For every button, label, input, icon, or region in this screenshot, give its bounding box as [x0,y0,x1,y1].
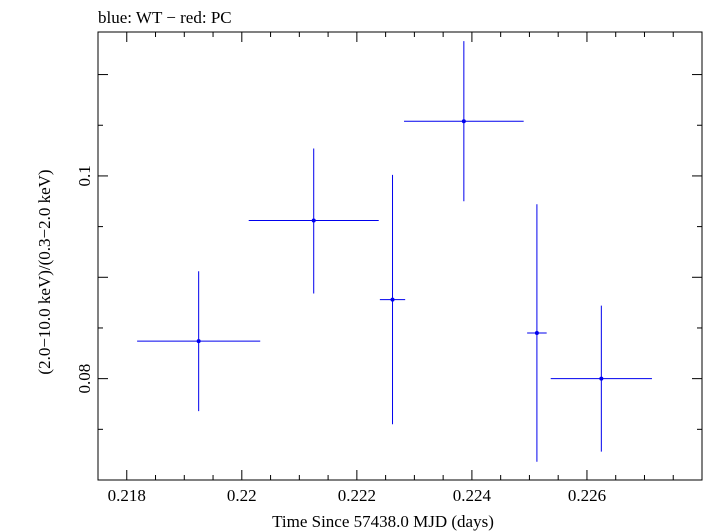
y-axis-label: (2.0−10.0 keV)/(0.3−2.0 keV) [35,169,54,374]
data-point [248,148,379,294]
data-marker [390,297,395,302]
data-point [550,305,652,452]
x-tick-label: 0.226 [568,486,606,505]
plot-frame [97,31,703,481]
y-tick-label: 0.1 [75,165,94,186]
data-point [379,174,406,425]
data-marker [311,218,316,223]
chart-title: blue: WT − red: PC [98,8,232,27]
y-axis: 0.08 0.1 [75,74,702,481]
data-marker [534,331,539,336]
x-axis: 0.218 0.22 0.222 0.224 0.226 [108,32,703,505]
data-marker [461,119,466,124]
x-tick-label: 0.22 [227,486,257,505]
data-point [137,271,261,412]
x-tick-label: 0.218 [108,486,146,505]
y-tick-label: 0.08 [75,364,94,394]
data-marker [599,376,604,381]
x-tick-label: 0.224 [453,486,492,505]
data-series [137,41,652,462]
x-axis-label: Time Since 57438.0 MJD (days) [272,512,494,531]
data-point [527,204,547,462]
x-tick-label: 0.222 [338,486,376,505]
data-point [404,41,524,202]
data-marker [196,339,201,344]
